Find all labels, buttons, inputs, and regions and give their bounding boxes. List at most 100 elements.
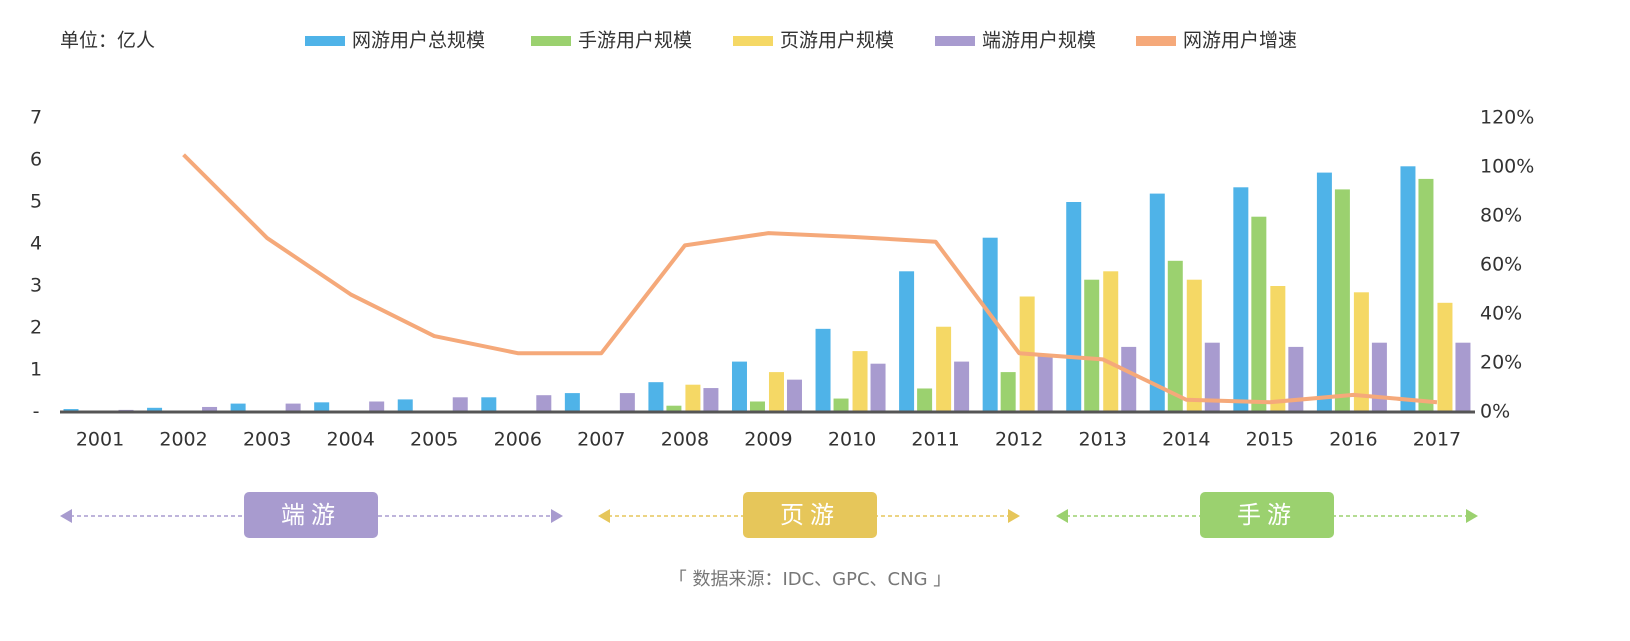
bar — [1371, 342, 1387, 412]
x-tick-label: 2015 — [1246, 429, 1294, 451]
legend-swatch — [1136, 36, 1176, 46]
y-tick-label: - — [33, 401, 40, 423]
legend-swatch — [305, 36, 345, 46]
y-tick-label: 4 — [30, 233, 42, 255]
arrow-head — [1008, 509, 1020, 523]
bar — [1084, 279, 1100, 412]
bar — [1066, 202, 1082, 412]
bar — [369, 401, 385, 412]
x-tick-label: 2017 — [1413, 429, 1461, 451]
era-label: 端游 — [281, 501, 341, 529]
source: 「 数据来源：IDC、GPC、CNG 」 — [669, 569, 952, 590]
unit-label: 单位：亿人 — [60, 30, 155, 52]
bar — [936, 326, 952, 412]
bar — [749, 401, 765, 412]
y-tick-label: 1 — [30, 359, 42, 381]
bar — [982, 237, 998, 412]
era-box — [244, 492, 378, 538]
bar — [1270, 286, 1286, 412]
y2-tick-label: 20% — [1480, 352, 1522, 374]
y2-tick-label: 0% — [1480, 401, 1510, 423]
x-tick-label: 2007 — [577, 429, 625, 451]
bar — [564, 393, 580, 412]
arrow-head — [1466, 509, 1478, 523]
legend-swatch — [733, 36, 773, 46]
x-tick-label: 2002 — [159, 429, 207, 451]
bar — [648, 382, 664, 412]
bar — [397, 399, 413, 412]
arrow-head — [1056, 509, 1068, 523]
x-tick-label: 2003 — [243, 429, 291, 451]
bar — [536, 395, 552, 412]
x-tick-label: 2004 — [327, 429, 375, 451]
bar — [481, 397, 497, 412]
bar — [833, 398, 849, 412]
y-tick-label: 5 — [30, 191, 42, 213]
arrow-head — [551, 509, 563, 523]
x-tick-label: 2016 — [1329, 429, 1377, 451]
legend-swatch — [531, 36, 571, 46]
bar — [1418, 178, 1434, 412]
bar — [1103, 271, 1119, 412]
bar — [703, 388, 719, 412]
era-label: 手游 — [1237, 501, 1297, 529]
bar — [1121, 346, 1137, 412]
bar — [1149, 193, 1165, 412]
line — [182, 153, 1438, 405]
bar — [314, 402, 330, 412]
bar — [1288, 346, 1304, 412]
legend-label: 网游用户总规模 — [352, 30, 485, 52]
y2-tick-label: 60% — [1480, 254, 1522, 276]
arrow-head — [60, 509, 72, 523]
bar — [1251, 216, 1267, 412]
bar — [202, 406, 218, 412]
bar — [230, 403, 246, 412]
x-tick-label: 2008 — [661, 429, 709, 451]
x-tick-label: 2010 — [828, 429, 876, 451]
bar — [1037, 355, 1053, 412]
x-tick-label: 2014 — [1162, 429, 1210, 451]
bar — [1000, 372, 1016, 412]
bar — [1233, 187, 1249, 412]
y-tick-label: 3 — [30, 275, 42, 297]
legend-label: 页游用户规模 — [780, 30, 894, 52]
x-tick-label: 2012 — [995, 429, 1043, 451]
bar — [1204, 342, 1220, 412]
y-tick-label: 7 — [30, 107, 42, 129]
y-tick-label: 6 — [30, 149, 42, 171]
y2-tick-label: 100% — [1480, 156, 1534, 178]
era-box — [1200, 492, 1334, 538]
bar — [870, 363, 886, 412]
bar — [1186, 279, 1202, 412]
legend-label: 手游用户规模 — [578, 30, 692, 52]
arrow-head — [598, 509, 610, 523]
bar — [1400, 166, 1416, 412]
legend-swatch — [935, 36, 975, 46]
bar — [285, 403, 301, 412]
bar — [954, 361, 970, 412]
x-tick-label: 2011 — [911, 429, 959, 451]
bar — [1334, 189, 1350, 412]
bar — [685, 384, 701, 412]
y2-tick-label: 120% — [1480, 107, 1534, 129]
bar — [917, 388, 933, 412]
bar — [731, 361, 747, 412]
bar — [768, 372, 784, 412]
y2-tick-label: 40% — [1480, 303, 1522, 325]
bar — [1353, 292, 1369, 412]
bar — [1455, 342, 1471, 412]
era-box — [743, 492, 877, 538]
legend-label: 网游用户增速 — [1183, 30, 1297, 52]
x-tick-label: 2009 — [744, 429, 792, 451]
bar — [1167, 260, 1183, 412]
bar — [899, 271, 915, 412]
bar — [1316, 172, 1332, 412]
y-tick-label: 2 — [30, 317, 42, 339]
x-tick-label: 2005 — [410, 429, 458, 451]
bar — [452, 397, 468, 412]
x-tick-label: 2006 — [494, 429, 542, 451]
bar — [147, 407, 163, 412]
bar — [1437, 302, 1453, 412]
bar — [619, 393, 635, 412]
